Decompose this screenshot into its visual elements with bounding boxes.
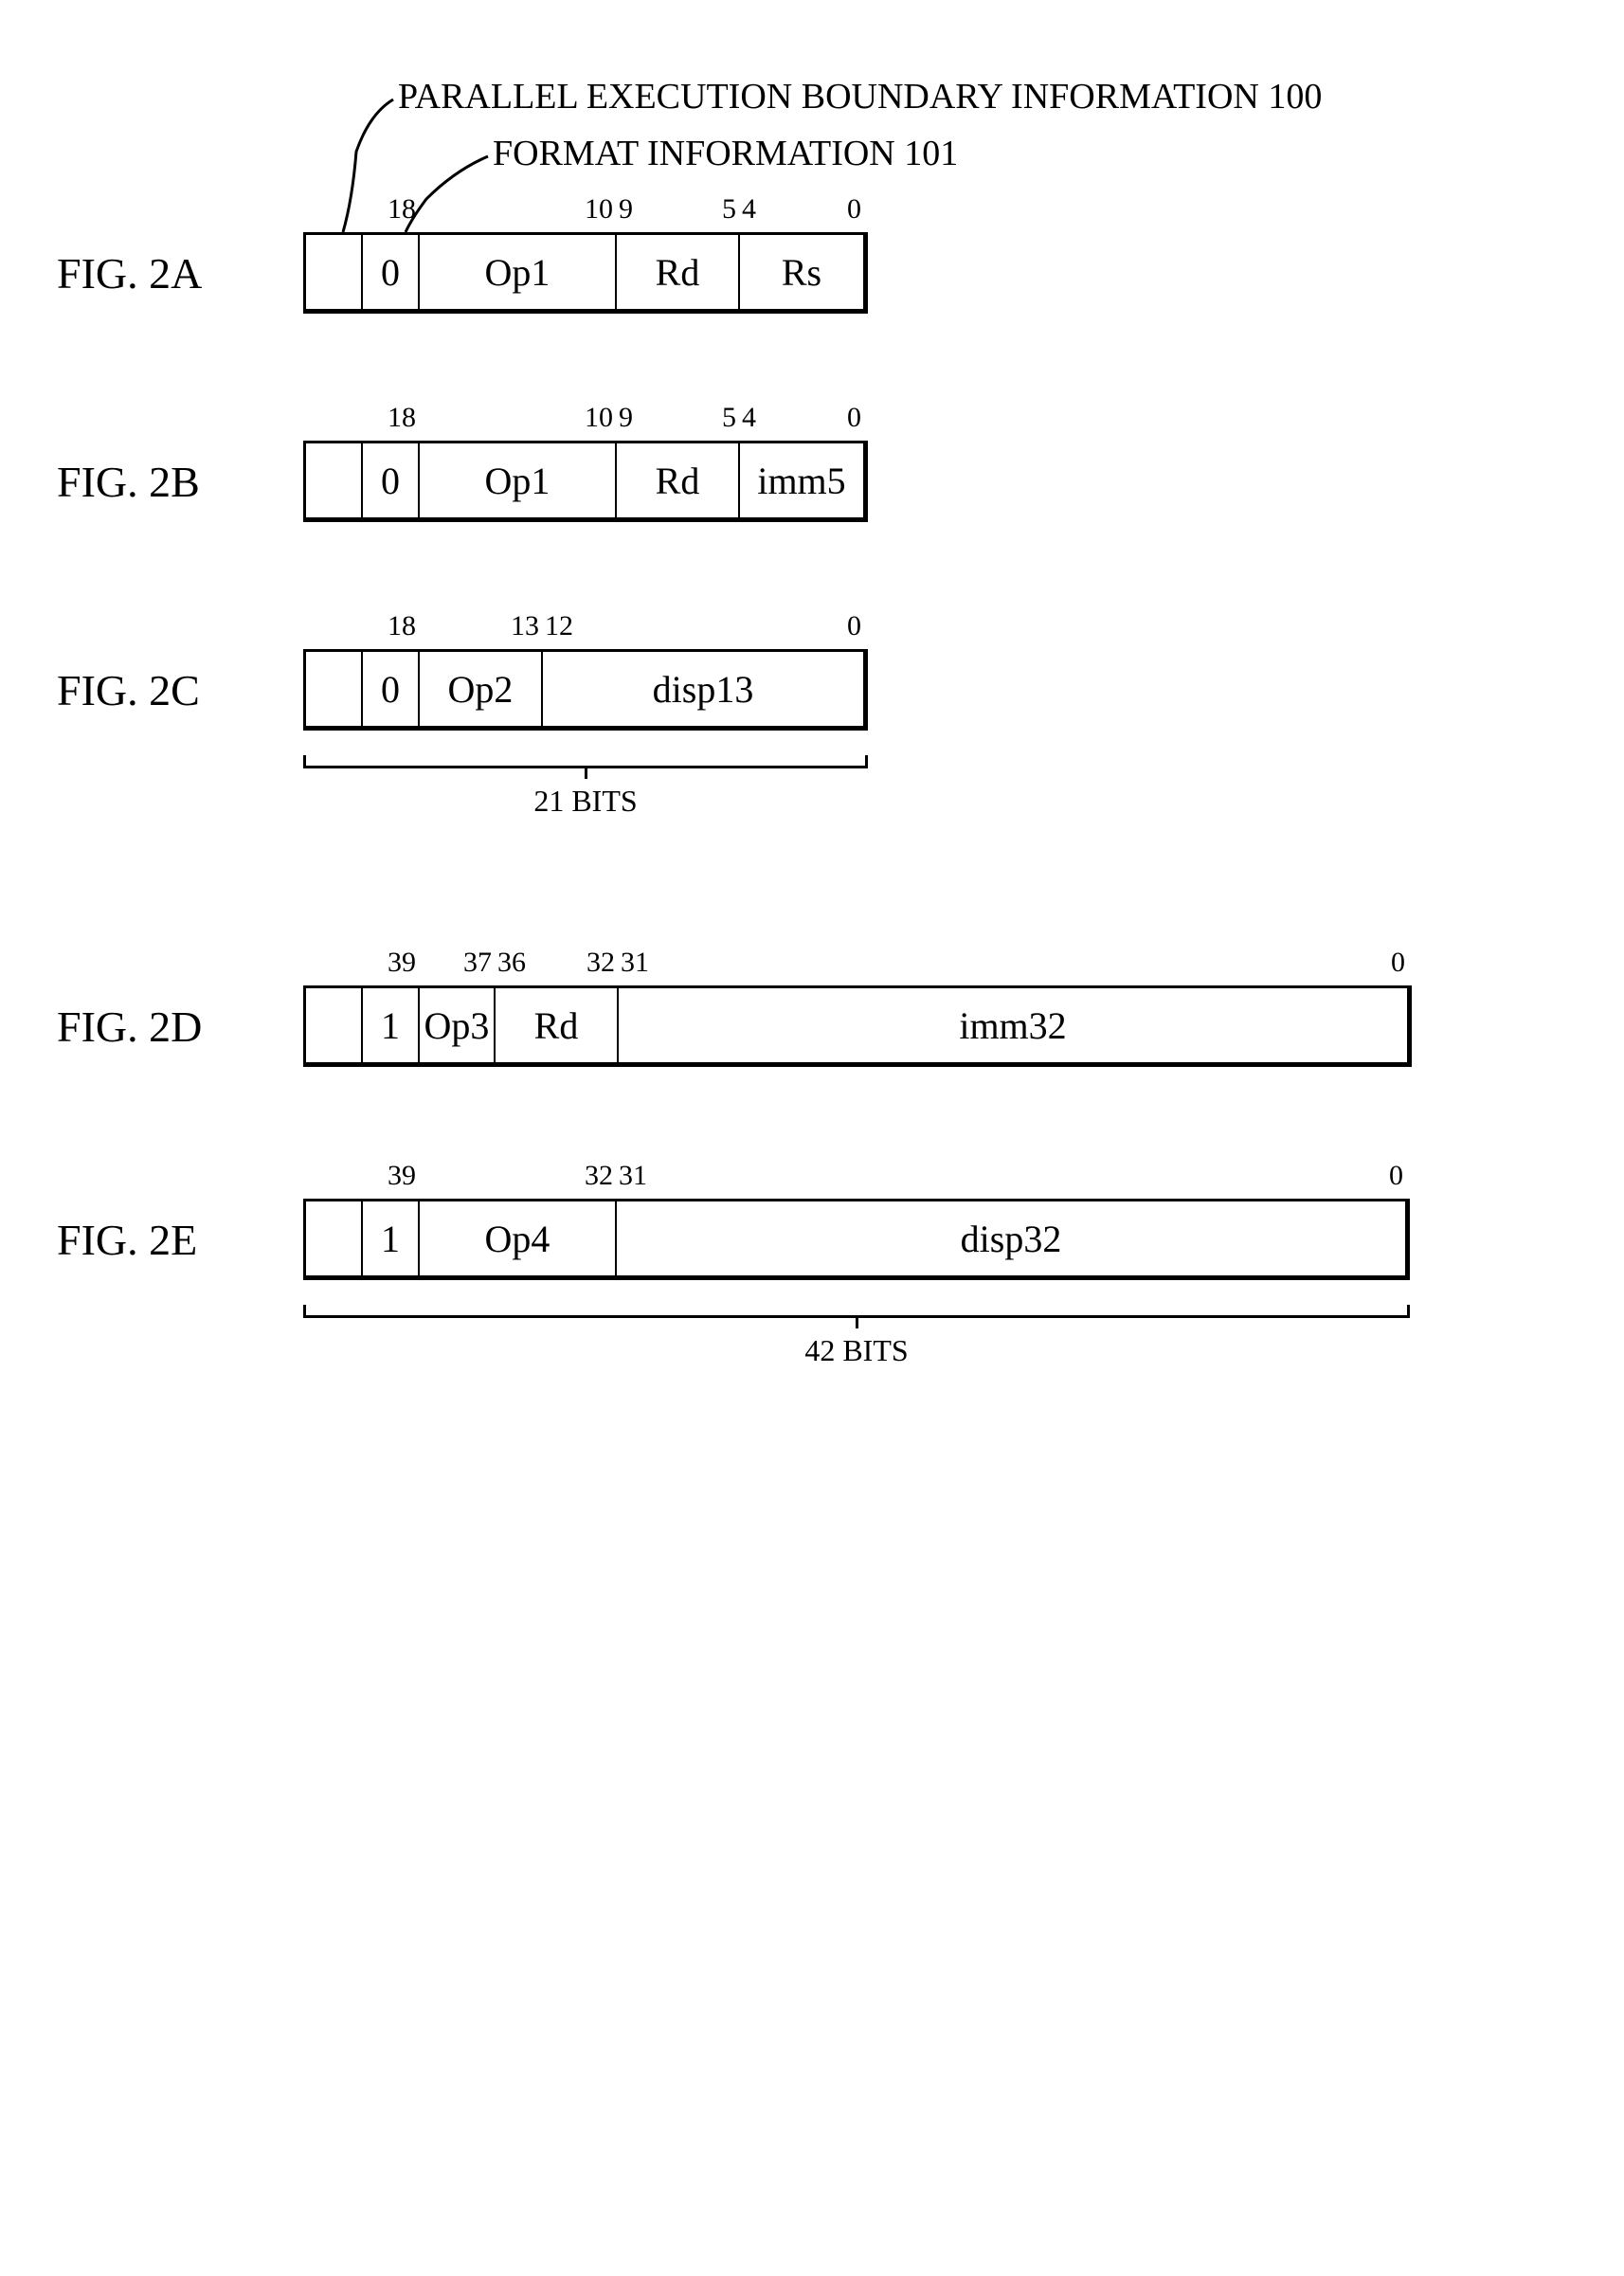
bitnum-lo: 18 bbox=[388, 402, 416, 434]
fig-2b-bitrow: 018Op110Rd95imm540 bbox=[303, 441, 868, 522]
field-op1: Op110 bbox=[420, 235, 617, 309]
pebi-cell bbox=[306, 235, 363, 309]
pebi-cell bbox=[306, 443, 363, 517]
bitnum-hi: 9 bbox=[619, 402, 633, 434]
bitnum-hi: 4 bbox=[742, 402, 756, 434]
fig-2c-row: FIG. 2C 018Op213disp13120 21 BITS bbox=[57, 649, 868, 731]
parallel-exec-label: PARALLEL EXECUTION BOUNDARY INFORMATION … bbox=[398, 76, 1322, 117]
field-op3: Op337 bbox=[420, 988, 496, 1062]
fig-2a-row: FIG. 2A 018Op110Rd95Rs40 bbox=[57, 232, 868, 314]
fig-2d-diagram: 139Op337Rd3632imm32310 bbox=[303, 985, 1412, 1067]
fig-2b-label: FIG. 2B bbox=[57, 457, 246, 507]
field-rs: Rs40 bbox=[740, 235, 863, 309]
fig-2c-diagram: 018Op213disp13120 21 BITS bbox=[303, 649, 868, 731]
fig-2d-row: FIG. 2D 139Op337Rd3632imm32310 bbox=[57, 985, 1412, 1067]
fig-2e-diagram: 139Op432disp32310 42 BITS bbox=[303, 1199, 1410, 1280]
fig-2b-row: FIG. 2B 018Op110Rd95imm540 bbox=[57, 441, 868, 522]
field-op4: Op432 bbox=[420, 1201, 617, 1275]
field-op2: Op213 bbox=[420, 652, 543, 726]
bitnum-lo: 10 bbox=[585, 193, 613, 226]
field-fmt: 018 bbox=[363, 443, 420, 517]
pebi-cell bbox=[306, 988, 363, 1062]
fig-2c-label: FIG. 2C bbox=[57, 665, 246, 715]
bitnum-lo: 39 bbox=[388, 1160, 416, 1192]
fig-2c-bitrow: 018Op213disp13120 bbox=[303, 649, 868, 731]
bitnum-lo: 10 bbox=[585, 402, 613, 434]
bitnum-lo: 18 bbox=[388, 193, 416, 226]
fig-2a-label: FIG. 2A bbox=[57, 248, 246, 298]
field-rd: Rd95 bbox=[617, 443, 740, 517]
brace-21bits-text: 21 BITS bbox=[303, 784, 868, 819]
fig-2d-label: FIG. 2D bbox=[57, 1002, 246, 1052]
bitnum-lo: 39 bbox=[388, 947, 416, 979]
field-op1: Op110 bbox=[420, 443, 617, 517]
bitnum-lo: 13 bbox=[511, 610, 539, 642]
page: PARALLEL EXECUTION BOUNDARY INFORMATION … bbox=[57, 76, 1567, 2200]
bitnum-lo: 18 bbox=[388, 610, 416, 642]
field-fmt: 139 bbox=[363, 988, 420, 1062]
bitnum-hi: 9 bbox=[619, 193, 633, 226]
field-rd: Rd95 bbox=[617, 235, 740, 309]
field-fmt: 018 bbox=[363, 652, 420, 726]
fig-2a-bitrow: 018Op110Rd95Rs40 bbox=[303, 232, 868, 314]
bitnum-hi: 12 bbox=[545, 610, 573, 642]
pebi-cell bbox=[306, 652, 363, 726]
bitnum-lo: 0 bbox=[847, 402, 861, 434]
bitnum-lo: 37 bbox=[463, 947, 492, 979]
bitnum-lo: 0 bbox=[1389, 1160, 1403, 1192]
field-disp32: disp32310 bbox=[617, 1201, 1405, 1275]
bitnum-hi: 31 bbox=[619, 1160, 647, 1192]
bitnum-lo: 32 bbox=[586, 947, 615, 979]
fig-2d-bitrow: 139Op337Rd3632imm32310 bbox=[303, 985, 1412, 1067]
bitnum-hi: 31 bbox=[621, 947, 649, 979]
field-imm5: imm540 bbox=[740, 443, 863, 517]
brace-42bits-text: 42 BITS bbox=[303, 1333, 1410, 1368]
bitnum-lo: 0 bbox=[847, 193, 861, 226]
bitnum-hi: 36 bbox=[497, 947, 526, 979]
field-disp13: disp13120 bbox=[543, 652, 863, 726]
bitnum-hi: 4 bbox=[742, 193, 756, 226]
bitnum-lo: 0 bbox=[847, 610, 861, 642]
field-imm32: imm32310 bbox=[619, 988, 1407, 1062]
brace-42bits: 42 BITS bbox=[303, 1293, 1410, 1368]
brace-21bits: 21 BITS bbox=[303, 744, 868, 819]
pebi-cell bbox=[306, 1201, 363, 1275]
fig-2e-bitrow: 139Op432disp32310 bbox=[303, 1199, 1410, 1280]
bitnum-lo: 0 bbox=[1391, 947, 1405, 979]
bitnum-lo: 5 bbox=[722, 402, 736, 434]
field-rd: Rd3632 bbox=[496, 988, 619, 1062]
fig-2e-label: FIG. 2E bbox=[57, 1215, 246, 1265]
bitnum-lo: 5 bbox=[722, 193, 736, 226]
fig-2b-diagram: 018Op110Rd95imm540 bbox=[303, 441, 868, 522]
bitnum-lo: 32 bbox=[585, 1160, 613, 1192]
callout-lines bbox=[57, 76, 1567, 360]
fig-2e-row: FIG. 2E 139Op432disp32310 42 BITS bbox=[57, 1199, 1410, 1280]
format-info-label: FORMAT INFORMATION 101 bbox=[493, 133, 958, 174]
field-fmt: 018 bbox=[363, 235, 420, 309]
field-fmt: 139 bbox=[363, 1201, 420, 1275]
fig-2a-diagram: 018Op110Rd95Rs40 bbox=[303, 232, 868, 314]
